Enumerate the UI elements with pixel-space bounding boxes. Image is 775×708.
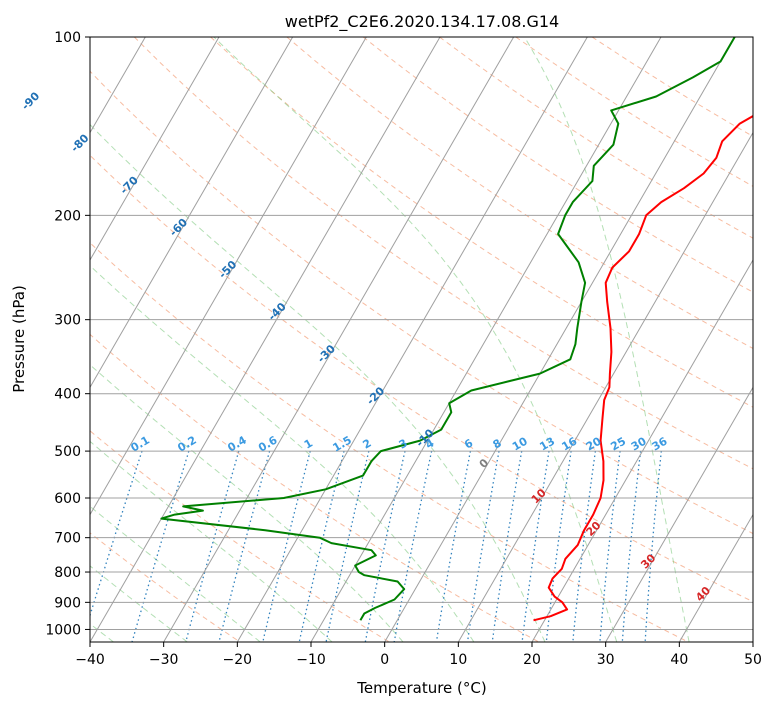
x-tick-label: −20 bbox=[223, 652, 253, 668]
mixing-ratio-line bbox=[298, 450, 345, 642]
x-tick-label: 0 bbox=[380, 652, 389, 668]
dewpoint-profile-line bbox=[160, 37, 736, 621]
mixing-ratio-label: 2 bbox=[360, 437, 373, 452]
dry-adiabat-line bbox=[90, 333, 540, 642]
y-ticks: 100 200 300 400 500 600 700 800 900 1000 bbox=[45, 30, 90, 638]
moist-adiabat-label: 0 bbox=[477, 456, 492, 471]
y-tick-label: 600 bbox=[54, 491, 81, 507]
isotherm-line bbox=[163, 37, 515, 642]
mixing-ratio-line bbox=[218, 450, 271, 642]
isotherm-line bbox=[310, 37, 662, 642]
y-tick-label: 200 bbox=[54, 208, 81, 224]
dry-adiabat-line bbox=[439, 37, 753, 239]
x-tick-label: 50 bbox=[744, 652, 762, 668]
mixing-ratio-line bbox=[90, 450, 143, 618]
x-tick-label: −40 bbox=[75, 652, 105, 668]
y-axis-title: Pressure (hPa) bbox=[10, 285, 28, 393]
moist-adiabat-label: 20 bbox=[584, 519, 604, 539]
series-layer bbox=[160, 37, 753, 622]
x-tick-label: 40 bbox=[670, 652, 688, 668]
x-tick-label: 20 bbox=[523, 652, 541, 668]
mixing-ratio-line bbox=[545, 451, 572, 642]
moist-adiabat-label: 10 bbox=[529, 486, 549, 506]
mixing-ratio-line bbox=[185, 450, 240, 642]
mixing-ratio-line bbox=[435, 450, 472, 642]
mixing-ratio-label: 6 bbox=[462, 436, 475, 451]
x-ticks: −40 −30 −20 −10 0 10 20 30 40 50 bbox=[75, 642, 762, 668]
mixing-ratio-line bbox=[599, 451, 621, 642]
moist-adiabat-line bbox=[90, 123, 546, 642]
isotherm-line bbox=[531, 258, 753, 642]
mixing-ratio-line bbox=[325, 450, 370, 642]
moist-adiabat-line bbox=[90, 440, 333, 642]
moist-adiabat-line bbox=[90, 265, 475, 642]
mixing-ratio-line bbox=[644, 451, 662, 642]
y-tick-label: 500 bbox=[54, 444, 81, 460]
isotherm-line bbox=[90, 37, 441, 642]
dry-adiabat-line bbox=[90, 242, 689, 642]
isotherm-line bbox=[236, 37, 588, 642]
isotherm-line bbox=[752, 641, 753, 642]
isotherm-value-label: -80 bbox=[68, 131, 91, 154]
isotherm-line bbox=[90, 37, 294, 389]
mixing-ratio-line bbox=[521, 450, 550, 642]
mixing-ratio-label: 1 bbox=[302, 437, 315, 452]
y-tick-label: 400 bbox=[54, 387, 81, 403]
x-tick-label: 30 bbox=[597, 652, 615, 668]
mixing-ratio-line bbox=[466, 450, 500, 642]
isotherm-line bbox=[678, 513, 753, 642]
y-tick-label: 300 bbox=[54, 313, 81, 329]
dry-adiabat-line bbox=[90, 430, 390, 642]
mixing-ratio-line bbox=[262, 450, 311, 642]
x-tick-label: −30 bbox=[149, 652, 179, 668]
x-axis-title: Temperature (°C) bbox=[356, 679, 486, 697]
dry-adiabat-line bbox=[362, 37, 753, 293]
isotherm-line bbox=[90, 37, 367, 516]
moist-adiabat-line bbox=[90, 505, 261, 642]
dry-adiabat-line bbox=[286, 37, 753, 349]
moist-adiabat-line bbox=[90, 364, 404, 642]
dry-adiabat-line bbox=[90, 532, 241, 642]
y-tick-label: 700 bbox=[54, 531, 81, 547]
y-tick-label: 800 bbox=[54, 565, 81, 581]
chart-title: wetPf2_C2E6.2020.134.17.08.G14 bbox=[285, 12, 559, 32]
x-tick-label: 10 bbox=[449, 652, 467, 668]
moist-adiabat-label: 30 bbox=[638, 551, 658, 571]
mixing-ratio-line bbox=[572, 451, 597, 642]
temperature-profile-line bbox=[533, 114, 753, 622]
moist-adiabat-label: 40 bbox=[693, 584, 713, 604]
isotherm-line bbox=[605, 386, 753, 642]
grid-layer bbox=[90, 37, 753, 642]
x-tick-label: −10 bbox=[296, 652, 326, 668]
dry-adiabat-line bbox=[210, 37, 753, 408]
dry-adiabat-line bbox=[591, 37, 753, 138]
y-tick-label: 1000 bbox=[45, 622, 81, 638]
moist-adiabat-line bbox=[524, 37, 690, 642]
isotherm-line bbox=[384, 37, 736, 642]
dry-adiabat-line bbox=[90, 70, 753, 535]
mixing-ratio-line bbox=[364, 450, 406, 642]
y-tick-label: 900 bbox=[54, 595, 81, 611]
y-tick-label: 100 bbox=[54, 30, 81, 46]
isotherm-value-label: -90 bbox=[19, 89, 42, 112]
isotherm-line bbox=[90, 37, 220, 261]
dry-adiabat-line bbox=[133, 37, 753, 470]
plot-frame bbox=[89, 36, 754, 643]
isotherm-line bbox=[457, 131, 753, 642]
mixing-ratio-line bbox=[621, 451, 642, 642]
mixing-ratio-line bbox=[491, 450, 523, 642]
